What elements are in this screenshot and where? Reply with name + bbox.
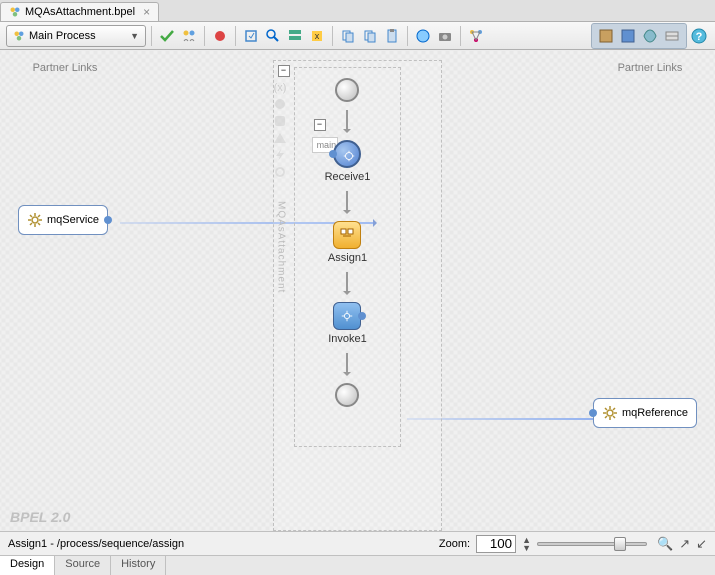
partner-link-label: mqReference bbox=[622, 407, 688, 419]
palette: (x) bbox=[272, 79, 288, 180]
activity-label: Assign1 bbox=[328, 252, 367, 264]
end-node[interactable] bbox=[335, 383, 359, 407]
variable-button[interactable]: x bbox=[307, 26, 327, 46]
bpel-file-icon bbox=[9, 6, 21, 18]
chevron-down-icon: ▼ bbox=[130, 31, 139, 41]
view1-button[interactable] bbox=[596, 26, 616, 46]
status-actions: 🔍 ↗ ↙ bbox=[657, 536, 707, 552]
slider-thumb[interactable] bbox=[614, 537, 626, 551]
pal-circle-icon[interactable] bbox=[272, 96, 288, 112]
assign-icon bbox=[333, 221, 361, 249]
zoom-label: Zoom: bbox=[439, 538, 470, 550]
pal-triangle-icon[interactable] bbox=[272, 130, 288, 146]
svg-text:x: x bbox=[315, 31, 320, 41]
collapse-button[interactable]: ↙ bbox=[696, 536, 707, 552]
partner-button[interactable] bbox=[179, 26, 199, 46]
gear-icon bbox=[27, 212, 43, 228]
partner-link-mqreference[interactable]: mqReference bbox=[593, 398, 697, 428]
left-partner-column: Partner Links bbox=[0, 50, 130, 531]
collapse-inner-toggle[interactable]: − bbox=[314, 119, 326, 131]
tab-title: MQAsAttachment.bpel bbox=[25, 6, 135, 18]
anchor-icon[interactable] bbox=[329, 150, 337, 158]
partner-links-header-right: Partner Links bbox=[585, 58, 715, 78]
pal-square-icon[interactable] bbox=[272, 113, 288, 129]
activity-label: Invoke1 bbox=[328, 333, 367, 345]
view-mode-group bbox=[591, 23, 687, 49]
receive-icon bbox=[333, 140, 361, 168]
camera-button[interactable] bbox=[435, 26, 455, 46]
copy2-button[interactable] bbox=[360, 26, 380, 46]
invoke-icon bbox=[333, 302, 361, 330]
zoom-controls: Zoom: ▲▼ bbox=[439, 535, 647, 553]
dropdown-label: Main Process bbox=[29, 30, 96, 42]
zoom-input[interactable] bbox=[476, 535, 516, 553]
copy-button[interactable] bbox=[338, 26, 358, 46]
process-column: − (x) MQAsAttachment − main bbox=[130, 50, 585, 531]
popout-button[interactable]: ↗ bbox=[679, 536, 690, 552]
collapse-toggle[interactable]: − bbox=[278, 65, 290, 77]
toolbar: Main Process ▼ x ? bbox=[0, 22, 715, 50]
process-name-label: MQAsAttachment bbox=[276, 201, 287, 293]
design-canvas[interactable]: Partner Links mqService − (x) MQAsAttach… bbox=[0, 50, 715, 531]
view2-button[interactable] bbox=[618, 26, 638, 46]
breakpoint-button[interactable] bbox=[210, 26, 230, 46]
gear-icon bbox=[602, 405, 618, 421]
validate-button[interactable] bbox=[157, 26, 177, 46]
flow-arrow-icon bbox=[346, 191, 348, 213]
activity-label: Receive1 bbox=[325, 171, 371, 183]
selection-path: Assign1 - /process/sequence/assign bbox=[8, 538, 429, 550]
partner-link-label: mqService bbox=[47, 214, 99, 226]
search-button[interactable] bbox=[263, 26, 283, 46]
assign-activity[interactable]: Assign1 bbox=[328, 221, 367, 264]
anchor-icon[interactable] bbox=[589, 409, 597, 417]
zoom-spinner-icon[interactable]: ▲▼ bbox=[522, 536, 531, 552]
pal-gear-icon[interactable] bbox=[272, 164, 288, 180]
main-sequence[interactable]: Receive1 Assign1 Invoke1 bbox=[294, 67, 402, 447]
pal-bolt-icon[interactable] bbox=[272, 147, 288, 163]
catch-button[interactable] bbox=[241, 26, 261, 46]
tab-close-icon[interactable]: × bbox=[143, 5, 150, 19]
svg-text:?: ? bbox=[696, 31, 703, 43]
tab-source[interactable]: Source bbox=[55, 556, 111, 575]
paste-button[interactable] bbox=[382, 26, 402, 46]
editor-view-tabs: Design Source History bbox=[0, 555, 715, 575]
zoom-reset-button[interactable]: 🔍 bbox=[657, 536, 673, 552]
anchor-icon[interactable] bbox=[104, 216, 112, 224]
zoom-slider[interactable] bbox=[537, 542, 647, 546]
editor-tab-bar: MQAsAttachment.bpel × bbox=[0, 0, 715, 22]
world-button[interactable] bbox=[413, 26, 433, 46]
process-icon bbox=[13, 30, 25, 42]
right-partner-column: Partner Links bbox=[585, 50, 715, 531]
flow-arrow-icon bbox=[346, 272, 348, 294]
pal-variable-icon[interactable]: (x) bbox=[272, 79, 288, 95]
tab-design[interactable]: Design bbox=[0, 556, 55, 575]
svg-text:(x): (x) bbox=[273, 82, 286, 94]
view4-button[interactable] bbox=[662, 26, 682, 46]
start-node[interactable] bbox=[335, 78, 359, 102]
bpel-version-watermark: BPEL 2.0 bbox=[10, 509, 70, 525]
view3-button[interactable] bbox=[640, 26, 660, 46]
process-scope[interactable]: − (x) MQAsAttachment − main bbox=[273, 60, 443, 531]
property-button[interactable] bbox=[285, 26, 305, 46]
file-tab[interactable]: MQAsAttachment.bpel × bbox=[0, 2, 159, 21]
flow-arrow-icon bbox=[346, 353, 348, 375]
status-bar: Assign1 - /process/sequence/assign Zoom:… bbox=[0, 531, 715, 555]
flow-arrow-icon bbox=[346, 110, 348, 132]
scope-dropdown[interactable]: Main Process ▼ bbox=[6, 25, 146, 47]
help-button[interactable]: ? bbox=[689, 26, 709, 46]
layout-button[interactable] bbox=[466, 26, 486, 46]
anchor-icon[interactable] bbox=[358, 312, 366, 320]
partner-link-mqservice[interactable]: mqService bbox=[18, 205, 108, 235]
receive-activity[interactable]: Receive1 bbox=[325, 140, 371, 183]
partner-links-header-left: Partner Links bbox=[0, 58, 130, 78]
tab-history[interactable]: History bbox=[111, 556, 166, 575]
invoke-activity[interactable]: Invoke1 bbox=[328, 302, 367, 345]
